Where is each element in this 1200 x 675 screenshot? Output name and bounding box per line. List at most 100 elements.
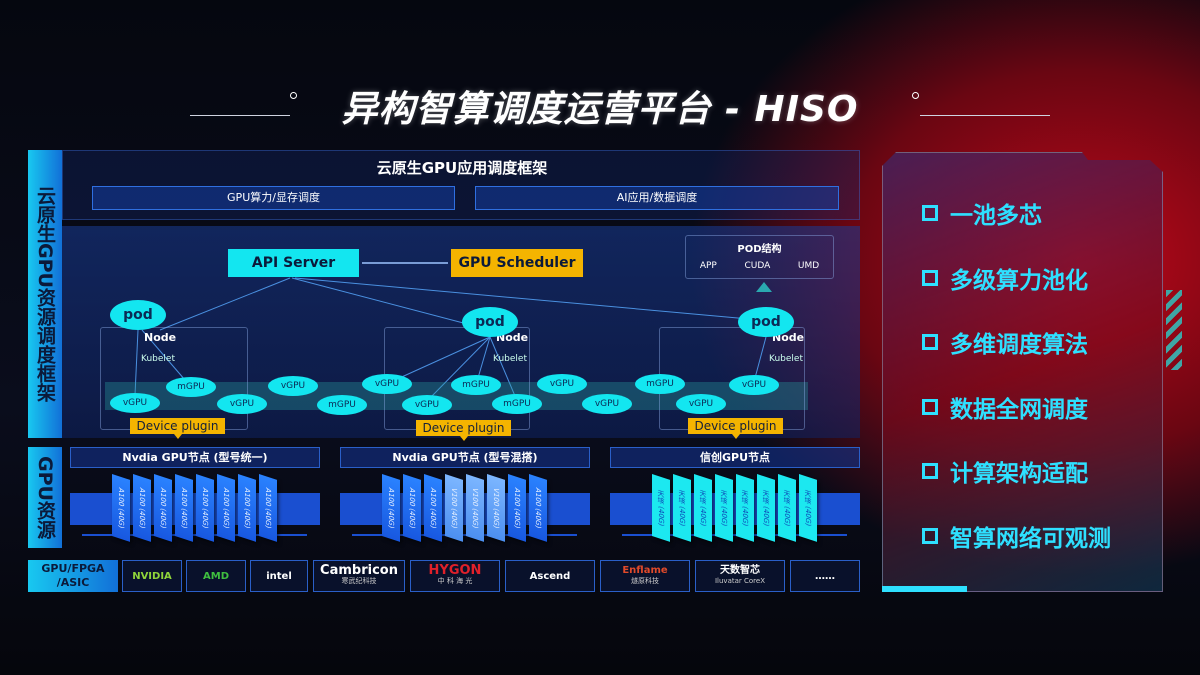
- label-cloud-native-scheduling: 云原生GPU资源调度框架: [28, 150, 62, 438]
- feature-label: 计算架构适配: [950, 461, 1088, 487]
- gpu-node-header: Nvdia GPU节点 (型号混搭): [340, 447, 590, 468]
- page-title: 异构智算调度运营平台 - HISO: [341, 89, 859, 130]
- title-line-right: [920, 115, 1050, 116]
- down-arrow-icon: [732, 434, 740, 439]
- panel-stripes-decoration: [1166, 290, 1182, 370]
- vendor-logo: Ascend: [505, 560, 595, 592]
- title-dot-left: [290, 92, 297, 99]
- pod-structure-box: POD结构 APP CUDA UMD: [685, 235, 834, 279]
- gpu-card: A100 (40G): [175, 474, 193, 542]
- vendor-logo: 天数智芯 Iluvatar CoreX: [695, 560, 785, 592]
- gpu-card: V100 (40G): [487, 474, 505, 542]
- label-gpu-resources: GPU资源: [28, 447, 62, 548]
- vendor-logo: ……: [790, 560, 860, 592]
- gpu-card: 天垓 (40G): [757, 474, 775, 542]
- framework-title: 云原生GPU应用调度框架: [376, 159, 548, 177]
- vendor-name: AMD: [203, 570, 229, 582]
- gpu-card: 天垓 (40G): [799, 474, 817, 542]
- feature-label: 智算网络可观测: [950, 525, 1111, 552]
- gpu-node-header: Nvdia GPU节点 (型号统一): [70, 447, 320, 468]
- feature-panel: [882, 152, 1163, 592]
- feature-item: 计算架构适配: [922, 454, 1088, 488]
- title-line-left: [190, 115, 290, 116]
- vendor-name: ……: [815, 570, 835, 582]
- feature-label: 一池多芯: [950, 203, 1042, 229]
- square-bullet-icon: [922, 205, 938, 221]
- vendor-logo: AMD: [186, 560, 246, 592]
- vendor-logo: NVIDIA: [122, 560, 182, 592]
- vendor-name: Ascend: [529, 570, 571, 582]
- pod-up-arrow: [756, 282, 772, 292]
- framework-sub-gpu: GPU算力/显存调度: [92, 186, 455, 210]
- gpu-node-base: [82, 534, 307, 536]
- feature-label: 多维调度算法: [950, 332, 1088, 358]
- vendor-sub: 寒武纪科技: [341, 577, 377, 585]
- mgpu-ellipse: mGPU: [317, 395, 367, 415]
- gpu-card: A100 (40G): [508, 474, 526, 542]
- down-arrow-icon: [174, 434, 182, 439]
- pod-structure-app: APP: [699, 261, 717, 271]
- mgpu-ellipse: mGPU: [492, 394, 542, 414]
- vgpu-ellipse: vGPU: [582, 394, 632, 414]
- vendor-sub: Iluvatar CoreX: [714, 577, 765, 585]
- gpu-node-base: [352, 534, 577, 536]
- mgpu-ellipse: mGPU: [635, 374, 685, 394]
- vendor-logo: Enflame 燧原科技: [600, 560, 690, 592]
- gpu-node-band: [70, 493, 320, 525]
- feature-item: 数据全网调度: [922, 390, 1088, 424]
- gpu-card: V100 (40G): [466, 474, 484, 542]
- api-server-box: API Server: [228, 249, 359, 277]
- square-bullet-icon: [922, 527, 938, 544]
- kubelet-label: Kubelet: [769, 354, 803, 364]
- mgpu-ellipse: mGPU: [166, 377, 216, 397]
- vendor-category-label: GPU/FPGA /ASIC: [28, 560, 118, 592]
- vgpu-ellipse: vGPU: [729, 375, 779, 395]
- vgpu-ellipse: vGPU: [676, 394, 726, 414]
- gpu-card: 天垓 (40G): [652, 474, 670, 542]
- pod-structure-cuda: CUDA: [744, 261, 771, 271]
- gpu-card: 天垓 (40G): [694, 474, 712, 542]
- gpu-card: A100 (40G): [112, 474, 130, 542]
- feature-item: 智算网络可观测: [922, 519, 1111, 553]
- panel-accent-bar: [882, 586, 967, 592]
- vgpu-ellipse: vGPU: [402, 395, 452, 415]
- gpu-scheduler-box: GPU Scheduler: [451, 249, 583, 277]
- vendor-sub: 燧原科技: [631, 577, 659, 585]
- square-bullet-icon: [922, 269, 938, 286]
- feature-item: 多级算力池化: [922, 261, 1088, 295]
- gpu-card: A100 (40G): [238, 474, 256, 542]
- mgpu-ellipse: mGPU: [451, 375, 501, 395]
- gpu-card: V100 (40G): [445, 474, 463, 542]
- gpu-card: 天垓 (40G): [736, 474, 754, 542]
- gpu-node-band: [340, 493, 590, 525]
- framework-panel: 云原生GPU应用调度框架 GPU算力/显存调度 AI应用/数据调度: [62, 150, 860, 220]
- vendor-name: 天数智芯: [720, 565, 760, 576]
- square-bullet-icon: [922, 334, 938, 350]
- vendor-name: Cambricon: [320, 563, 398, 578]
- gpu-card: 天垓 (40G): [715, 474, 733, 542]
- feature-label: 数据全网调度: [950, 396, 1088, 423]
- framework-sub-ai: AI应用/数据调度: [475, 186, 839, 210]
- gpu-card: A100 (40G): [154, 474, 172, 542]
- kubelet-label: Kubelet: [493, 354, 527, 364]
- gpu-card: A100 (40G): [382, 474, 400, 542]
- pod-structure-title: POD结构: [737, 244, 782, 255]
- gpu-card: A100 (40G): [196, 474, 214, 542]
- vendor-logo: HYGON 中 科 海 光: [410, 560, 500, 592]
- pod-ellipse: pod: [110, 300, 166, 330]
- feature-item: 一池多芯: [922, 196, 1042, 230]
- feature-item: 多维调度算法: [922, 325, 1088, 359]
- vgpu-ellipse: vGPU: [268, 376, 318, 396]
- vendor-logo: Cambricon 寒武纪科技: [313, 560, 405, 592]
- gpu-node-header: 信创GPU节点: [610, 447, 860, 468]
- gpu-card: A100 (40G): [133, 474, 151, 542]
- gpu-node-base: [622, 534, 847, 536]
- device-plugin-box: Device plugin: [688, 418, 783, 434]
- vendor-logo: intel: [250, 560, 308, 592]
- vendor-sub: 中 科 海 光: [437, 577, 473, 585]
- square-bullet-icon: [922, 398, 938, 415]
- node-label: Node: [144, 331, 177, 344]
- device-plugin-box: Device plugin: [130, 418, 225, 434]
- gpu-node-band: [610, 493, 860, 525]
- square-bullet-icon: [922, 463, 938, 479]
